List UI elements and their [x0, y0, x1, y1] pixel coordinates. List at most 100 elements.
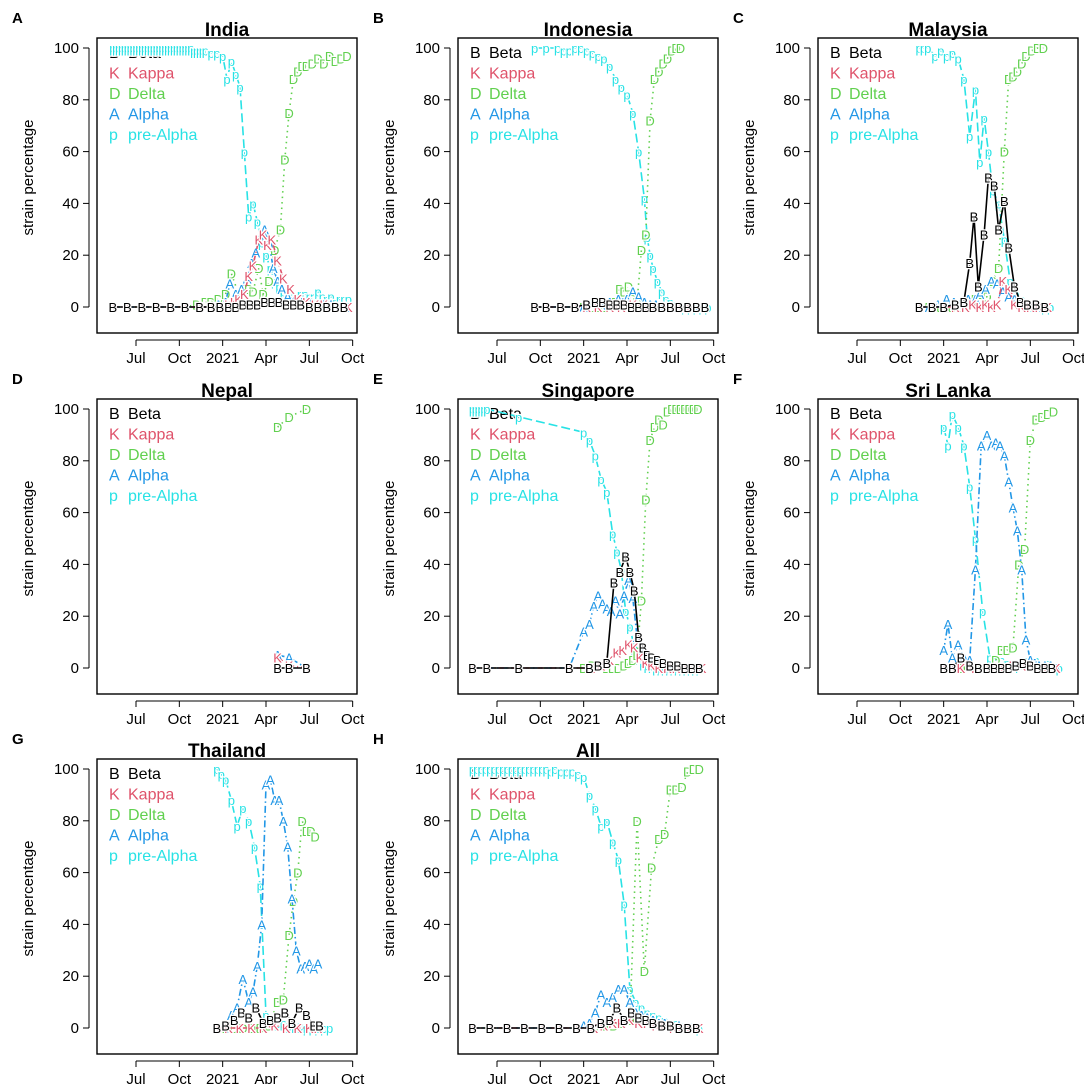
- data-point-beta: B: [166, 300, 175, 315]
- data-point-beta: B: [231, 300, 240, 315]
- legend-symbol-delta: D: [470, 447, 482, 464]
- data-point-beta: B: [485, 1021, 494, 1036]
- data-point-pre-alpha: p: [495, 762, 502, 777]
- data-point-delta: D: [689, 762, 698, 777]
- legend-label-beta: Beta: [849, 406, 882, 423]
- data-point-delta: D: [1008, 640, 1017, 655]
- data-point-pre-alpha: p: [147, 41, 154, 56]
- data-point-kappa: K: [626, 1013, 635, 1028]
- x-tick-label: 2021: [567, 1071, 600, 1084]
- x-tick-label: Oct: [889, 711, 913, 728]
- data-point-beta: B: [951, 297, 960, 312]
- data-point-delta: D: [276, 222, 285, 237]
- data-point-pre-alpha: p: [167, 41, 174, 56]
- legend-label-beta: Beta: [489, 45, 522, 62]
- y-tick-label: 80: [423, 453, 440, 470]
- data-point-delta: D: [284, 106, 293, 121]
- data-point-pre-alpha: p: [995, 196, 1002, 211]
- data-point-pre-alpha: p: [606, 59, 613, 74]
- data-point-beta: B: [483, 661, 492, 676]
- data-point-delta: D: [279, 993, 288, 1008]
- x-tick-label: Jul: [487, 350, 506, 367]
- data-point-delta: D: [1027, 44, 1036, 59]
- data-point-beta: B: [939, 300, 948, 315]
- data-point-kappa: K: [249, 259, 258, 274]
- data-point-pre-alpha: p: [158, 41, 165, 56]
- series-line-beta: [216, 1005, 320, 1029]
- data-point-kappa: K: [236, 1021, 245, 1036]
- data-point-delta: D: [221, 287, 230, 302]
- x-tick-label: 2021: [206, 1071, 239, 1084]
- data-point-delta: D: [258, 287, 267, 302]
- data-point-beta: B: [266, 1013, 275, 1028]
- data-point-pre-alpha: p: [268, 1013, 275, 1028]
- data-point-delta: D: [982, 290, 991, 305]
- data-point-pre-alpha: p: [980, 111, 987, 126]
- data-point-delta: D: [1003, 643, 1012, 658]
- data-point-alpha: A: [243, 272, 252, 287]
- data-point-delta: D: [948, 300, 957, 315]
- data-point-kappa: K: [968, 297, 977, 312]
- data-point-delta: D: [212, 1021, 221, 1036]
- data-point-pre-alpha: p: [560, 44, 567, 59]
- legend-label-pre-alpha: pre-Alpha: [128, 488, 197, 505]
- data-point-alpha: A: [249, 985, 258, 1000]
- data-point-beta: B: [1026, 658, 1035, 673]
- x-tick-label: 2021: [567, 350, 600, 367]
- data-point-alpha: A: [620, 588, 629, 603]
- data-point-beta: B: [259, 1016, 268, 1031]
- data-point-kappa: K: [267, 233, 276, 248]
- data-point-alpha: A: [579, 625, 588, 640]
- data-point-alpha: A: [1004, 290, 1013, 305]
- x-tick-label: Apr: [254, 711, 277, 728]
- data-point-alpha: A: [591, 1005, 600, 1020]
- data-point-beta: B: [680, 661, 689, 676]
- data-point-kappa: K: [319, 297, 328, 312]
- panel-letter: C: [733, 10, 744, 27]
- y-tick-label: 80: [783, 453, 800, 470]
- x-tick-label: 2021: [927, 350, 960, 367]
- x-tick-label: Jul: [126, 350, 145, 367]
- data-point-alpha: A: [605, 295, 614, 310]
- data-point-pre-alpha: p: [291, 1018, 298, 1033]
- panel-singapore: E Singapore 0 20 40 60 80 100 strain percentage J…: [373, 371, 726, 728]
- x-tick-label: Apr: [254, 350, 277, 367]
- data-point-delta: D: [293, 64, 302, 79]
- data-point-beta: B: [285, 661, 294, 676]
- series-line-beta: [472, 553, 700, 669]
- data-point-beta: B: [542, 300, 551, 315]
- data-point-alpha: A: [987, 274, 996, 289]
- data-point-kappa: K: [282, 1021, 291, 1036]
- data-point-alpha: A: [237, 282, 246, 297]
- data-point-alpha: A: [273, 274, 282, 289]
- data-point-pre-alpha: p: [667, 1016, 674, 1031]
- data-point-delta: D: [280, 152, 289, 167]
- data-point-beta: B: [610, 576, 619, 591]
- data-point-beta: B: [630, 583, 639, 598]
- data-point-pre-alpha: p: [258, 235, 265, 250]
- y-tick-label: 40: [423, 916, 440, 933]
- y-tick-label: 40: [783, 195, 800, 212]
- data-point-beta: B: [983, 661, 992, 676]
- legend-symbol-beta: B: [470, 766, 481, 783]
- data-point-alpha: A: [602, 601, 611, 616]
- data-point-pre-alpha: p: [144, 41, 151, 56]
- legend-symbol-delta: D: [830, 86, 842, 103]
- data-point-pre-alpha: p: [534, 762, 541, 777]
- x-tick-label: Oct: [702, 711, 726, 728]
- series-kappa: KK K: [272, 649, 312, 677]
- y-axis: 0 20 40 60 80 100 strain percentage: [20, 40, 90, 316]
- data-point-kappa: K: [273, 651, 282, 666]
- plot-frame: [817, 37, 1079, 334]
- data-point-alpha: A: [675, 1018, 684, 1033]
- data-point-alpha: A: [257, 917, 266, 932]
- data-point-pre-alpha: p: [314, 284, 321, 299]
- data-point-beta: B: [1033, 661, 1042, 676]
- data-point-pre-alpha: p: [138, 41, 145, 56]
- data-point-pre-alpha: p: [1012, 287, 1019, 302]
